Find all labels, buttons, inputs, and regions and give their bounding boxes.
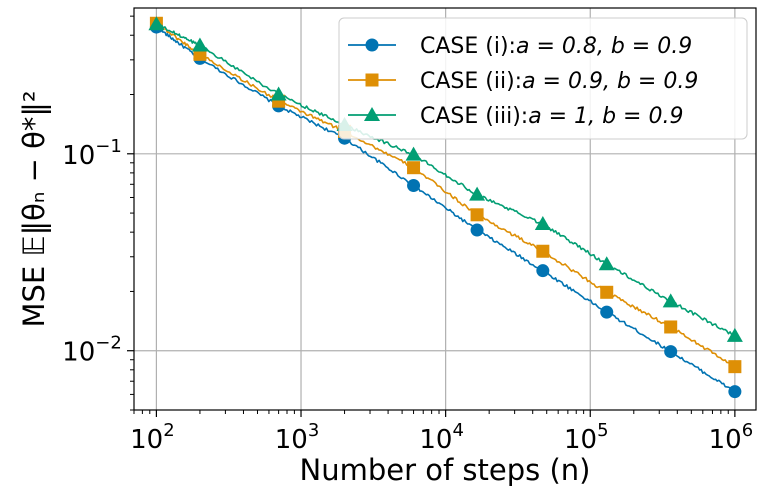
x-tick-label: 104: [419, 420, 464, 455]
x-axis-label: Number of steps (n): [300, 453, 591, 487]
series-2: [149, 16, 742, 374]
data-point: [536, 264, 550, 278]
data-point: [600, 285, 614, 299]
data-point: [600, 305, 614, 319]
legend-label: CASE (i):a = 0.8, b = 0.9: [420, 34, 692, 59]
series-line: [156, 23, 736, 337]
data-point: [270, 86, 287, 101]
legend: CASE (i):a = 0.8, b = 0.9 CASE (ii):a = 0…: [338, 17, 748, 140]
legend-marker: [365, 73, 379, 87]
x-tick-label: 102: [130, 420, 175, 455]
series-line: [156, 22, 736, 368]
series-line: [156, 26, 735, 393]
data-point: [470, 223, 484, 237]
legend-label: CASE (iii):a = 1, b = 0.9: [420, 104, 683, 129]
x-tick-label: 103: [275, 420, 320, 455]
legend-marker: [364, 107, 380, 121]
data-point: [405, 146, 422, 161]
data-point: [728, 385, 742, 399]
data-point: [664, 320, 678, 334]
data-point: [728, 360, 742, 374]
data-point: [470, 208, 484, 222]
legend-marker: [365, 38, 379, 52]
data-point: [536, 244, 550, 258]
data-point: [598, 256, 615, 271]
y-tick-label: 10−1: [62, 136, 122, 171]
legend-label: CASE (ii):a = 0.9, b = 0.9: [420, 69, 698, 94]
data-point: [534, 216, 551, 231]
data-point: [726, 327, 743, 342]
plot-frame: [133, 7, 757, 411]
data-point: [191, 37, 208, 52]
data-point: [407, 179, 421, 193]
data-point: [664, 345, 678, 359]
data-point: [407, 161, 421, 175]
y-axis-label: MSE 𝔼‖θₙ − θ*‖²: [17, 90, 51, 327]
data-point: [148, 16, 165, 31]
x-tick-label: 106: [709, 420, 754, 455]
axis-ticks: 102 103 104 105 106 10−2 10−1: [62, 15, 754, 455]
data-point: [662, 293, 679, 308]
y-tick-label: 10−2: [62, 333, 122, 368]
legend-box: [338, 17, 748, 140]
x-tick-label: 105: [564, 420, 609, 455]
data-point: [469, 186, 486, 201]
